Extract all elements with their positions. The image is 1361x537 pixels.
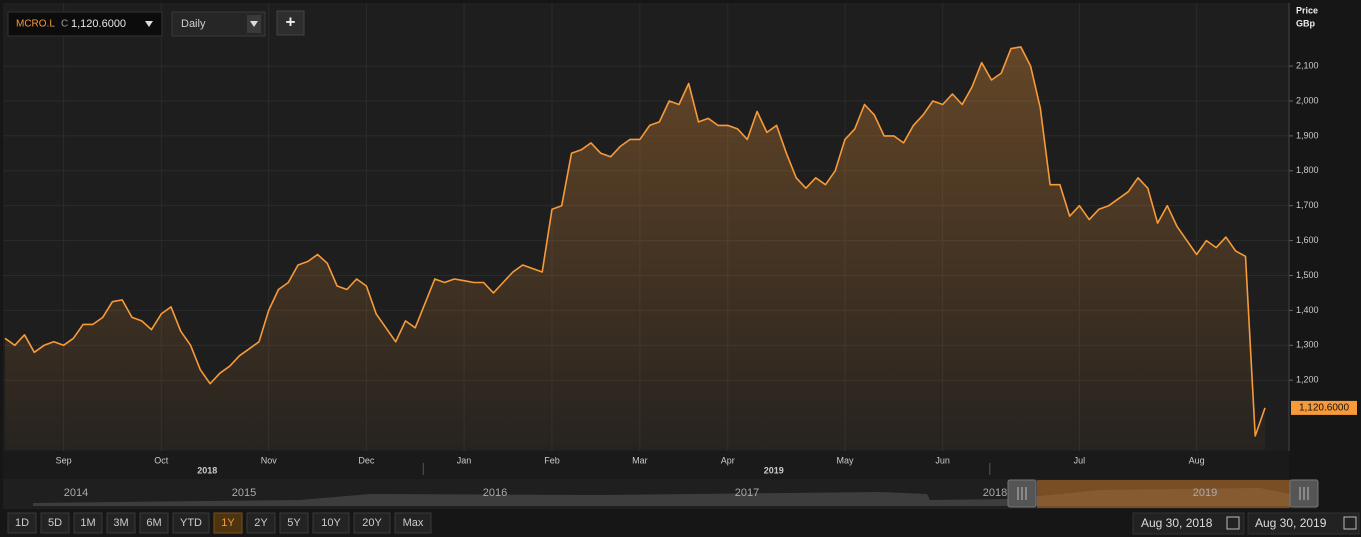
close-value: 1,120.6000 [71,18,126,30]
range-button[interactable] [394,512,432,534]
y-tick-label: 1,700 [1296,200,1319,210]
x-tick-label: Mar [632,455,648,465]
range-button-label: YTD [180,517,202,529]
navigator-year: 2016 [483,487,507,499]
axis-unit: GBp [1296,18,1316,28]
navigator-years: 2014 2015 2016 2017 2018 2019 [64,487,1217,499]
range-button[interactable] [139,512,169,534]
range-button-label: 10Y [321,517,341,529]
x-tick-label: Oct [154,455,169,465]
dropdown-arrow [145,21,153,27]
axis-label: Price [1296,5,1318,15]
range-button[interactable] [353,512,391,534]
range-button[interactable] [73,512,103,534]
ticker: MCRO.L [16,19,55,30]
range-button-label: 1Y [221,517,235,529]
x-tick-label: Jul [1074,455,1086,465]
range-button-label: 5D [48,517,62,529]
x-axis-band [3,451,1289,479]
range-button-label: Max [403,517,424,529]
date-to-box[interactable] [1247,512,1360,535]
calendar-icon[interactable] [1226,516,1240,530]
x-tick-label: Dec [358,455,375,465]
range-button[interactable] [246,512,276,534]
grid: 1,200 1,300 1,400 1,500 1,600 1,700 1,800 1,900… [3,3,1319,475]
range-button-label: 6M [146,517,161,529]
year-label: 2019 [764,465,784,475]
range-button-label: 1D [15,517,29,529]
year-label: 2018 [197,465,217,475]
range-button[interactable] [40,512,70,534]
close-prefix: C [61,19,68,30]
range-button-label: 3M [113,517,128,529]
range-button[interactable] [106,512,136,534]
add-icon: + [286,12,296,31]
add-button[interactable] [276,10,305,36]
dropdown-arrow [250,21,258,27]
y-tick-label: 2,100 [1296,60,1319,70]
ticker-box[interactable] [7,11,163,37]
x-tick-label: Feb [544,455,560,465]
y-tick-label: 1,500 [1296,270,1319,280]
navigator-silhouette [33,488,1290,506]
y-tick-label: 2,000 [1296,95,1319,105]
x-tick-label: May [836,455,854,465]
x-tick-label: Nov [261,455,278,465]
range-button[interactable] [312,512,350,534]
y-tick-label: 1,600 [1296,235,1319,245]
x-tick-label: Aug [1189,455,1205,465]
date-to: Aug 30, 2019 [1255,516,1327,530]
range-button-label: 5Y [287,517,301,529]
navigator-year: 2017 [735,487,759,499]
y-tick-label: 1,300 [1296,340,1319,350]
x-tick-label: Sep [56,455,72,465]
range-button-label: 20Y [362,517,382,529]
price-line [4,46,1266,437]
navigator-year: 2019 [1193,487,1217,499]
navigator-year: 2018 [983,487,1007,499]
y-tick-label: 1,900 [1296,130,1319,140]
y-tick-label: 1,400 [1296,305,1319,315]
navigator-year: 2015 [232,487,256,499]
y-tick-label: 1,200 [1296,375,1319,385]
range-button[interactable] [7,512,37,534]
date-from: Aug 30, 2018 [1141,516,1213,530]
handle-grip [1017,487,1309,500]
navigator-year: 2014 [64,487,88,499]
price-area [5,46,1265,451]
last-price-label: 1,120.6000 [1299,403,1349,414]
x-tick-label: Jun [935,455,950,465]
date-from-box[interactable] [1132,512,1245,535]
range-button[interactable] [213,512,243,534]
range-button[interactable] [172,512,210,534]
plot: 1,120.6000 [4,46,1357,451]
y-tick-label: 1,800 [1296,165,1319,175]
range-button-label: 1M [80,517,95,529]
range-button[interactable] [279,512,309,534]
last-price-tag [1291,400,1357,415]
x-tick-label: Jan [457,455,472,465]
x-tick-label: Apr [721,455,735,465]
range-buttons: 1D 5D 1M 3M 6M YTD 1Y 2Y 5Y 10Y 20Y Max [7,512,432,534]
interval: Daily [181,18,206,30]
calendar-icon[interactable] [1343,516,1357,530]
navigator-selection[interactable] [1037,480,1290,508]
range-button-label: 2Y [254,517,268,529]
